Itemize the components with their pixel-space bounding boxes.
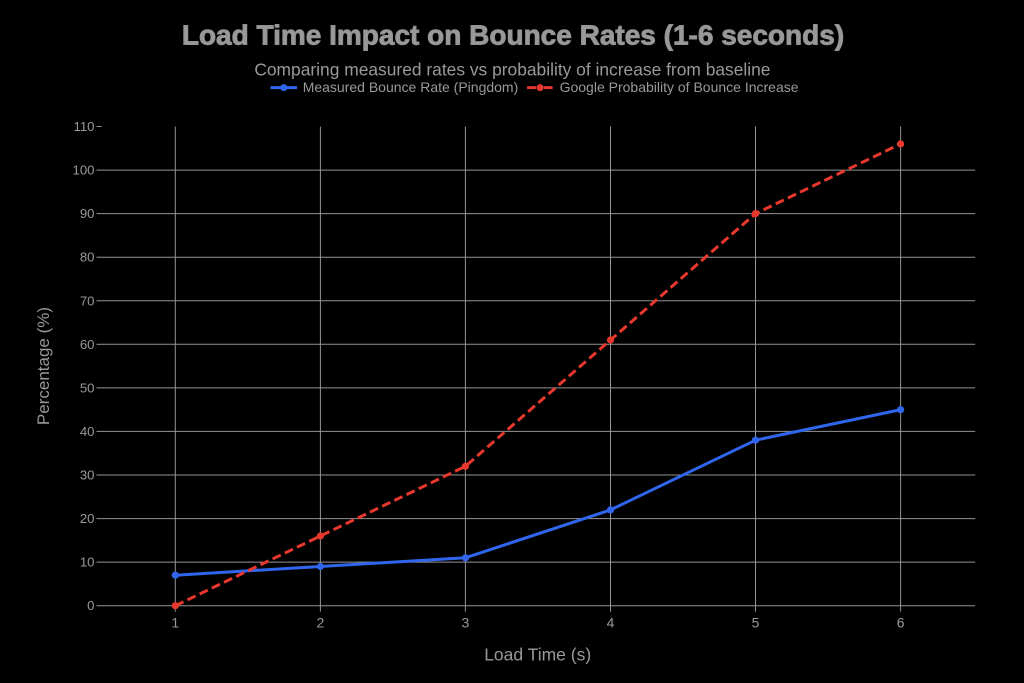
svg-text:60: 60 [80,337,95,352]
svg-text:Load Time (s): Load Time (s) [484,644,591,664]
svg-text:3: 3 [462,615,470,631]
svg-text:5: 5 [752,615,760,631]
svg-text:20: 20 [80,511,95,526]
svg-text:6: 6 [897,615,905,631]
svg-text:Load Time Impact on Bounce Rat: Load Time Impact on Bounce Rates (1-6 se… [182,20,844,51]
svg-text:2: 2 [317,615,325,631]
svg-text:0: 0 [87,598,94,613]
svg-text:Measured Bounce Rate (Pingdom): Measured Bounce Rate (Pingdom) [303,79,519,95]
svg-text:Comparing measured rates vs pr: Comparing measured rates vs probability … [254,60,770,80]
svg-text:10: 10 [80,555,95,570]
svg-text:80: 80 [80,250,95,265]
svg-text:70: 70 [80,293,95,308]
svg-text:Percentage (%): Percentage (%) [34,307,53,425]
svg-text:4: 4 [607,615,615,631]
svg-text:40: 40 [80,424,95,439]
svg-text:90: 90 [80,206,95,221]
svg-text:50: 50 [80,380,95,395]
svg-text:110: 110 [73,119,94,134]
svg-text:Google Probability of Bounce I: Google Probability of Bounce Increase [560,79,799,95]
svg-text:1: 1 [171,615,179,631]
svg-text:100: 100 [72,163,94,178]
svg-text:30: 30 [80,468,95,483]
